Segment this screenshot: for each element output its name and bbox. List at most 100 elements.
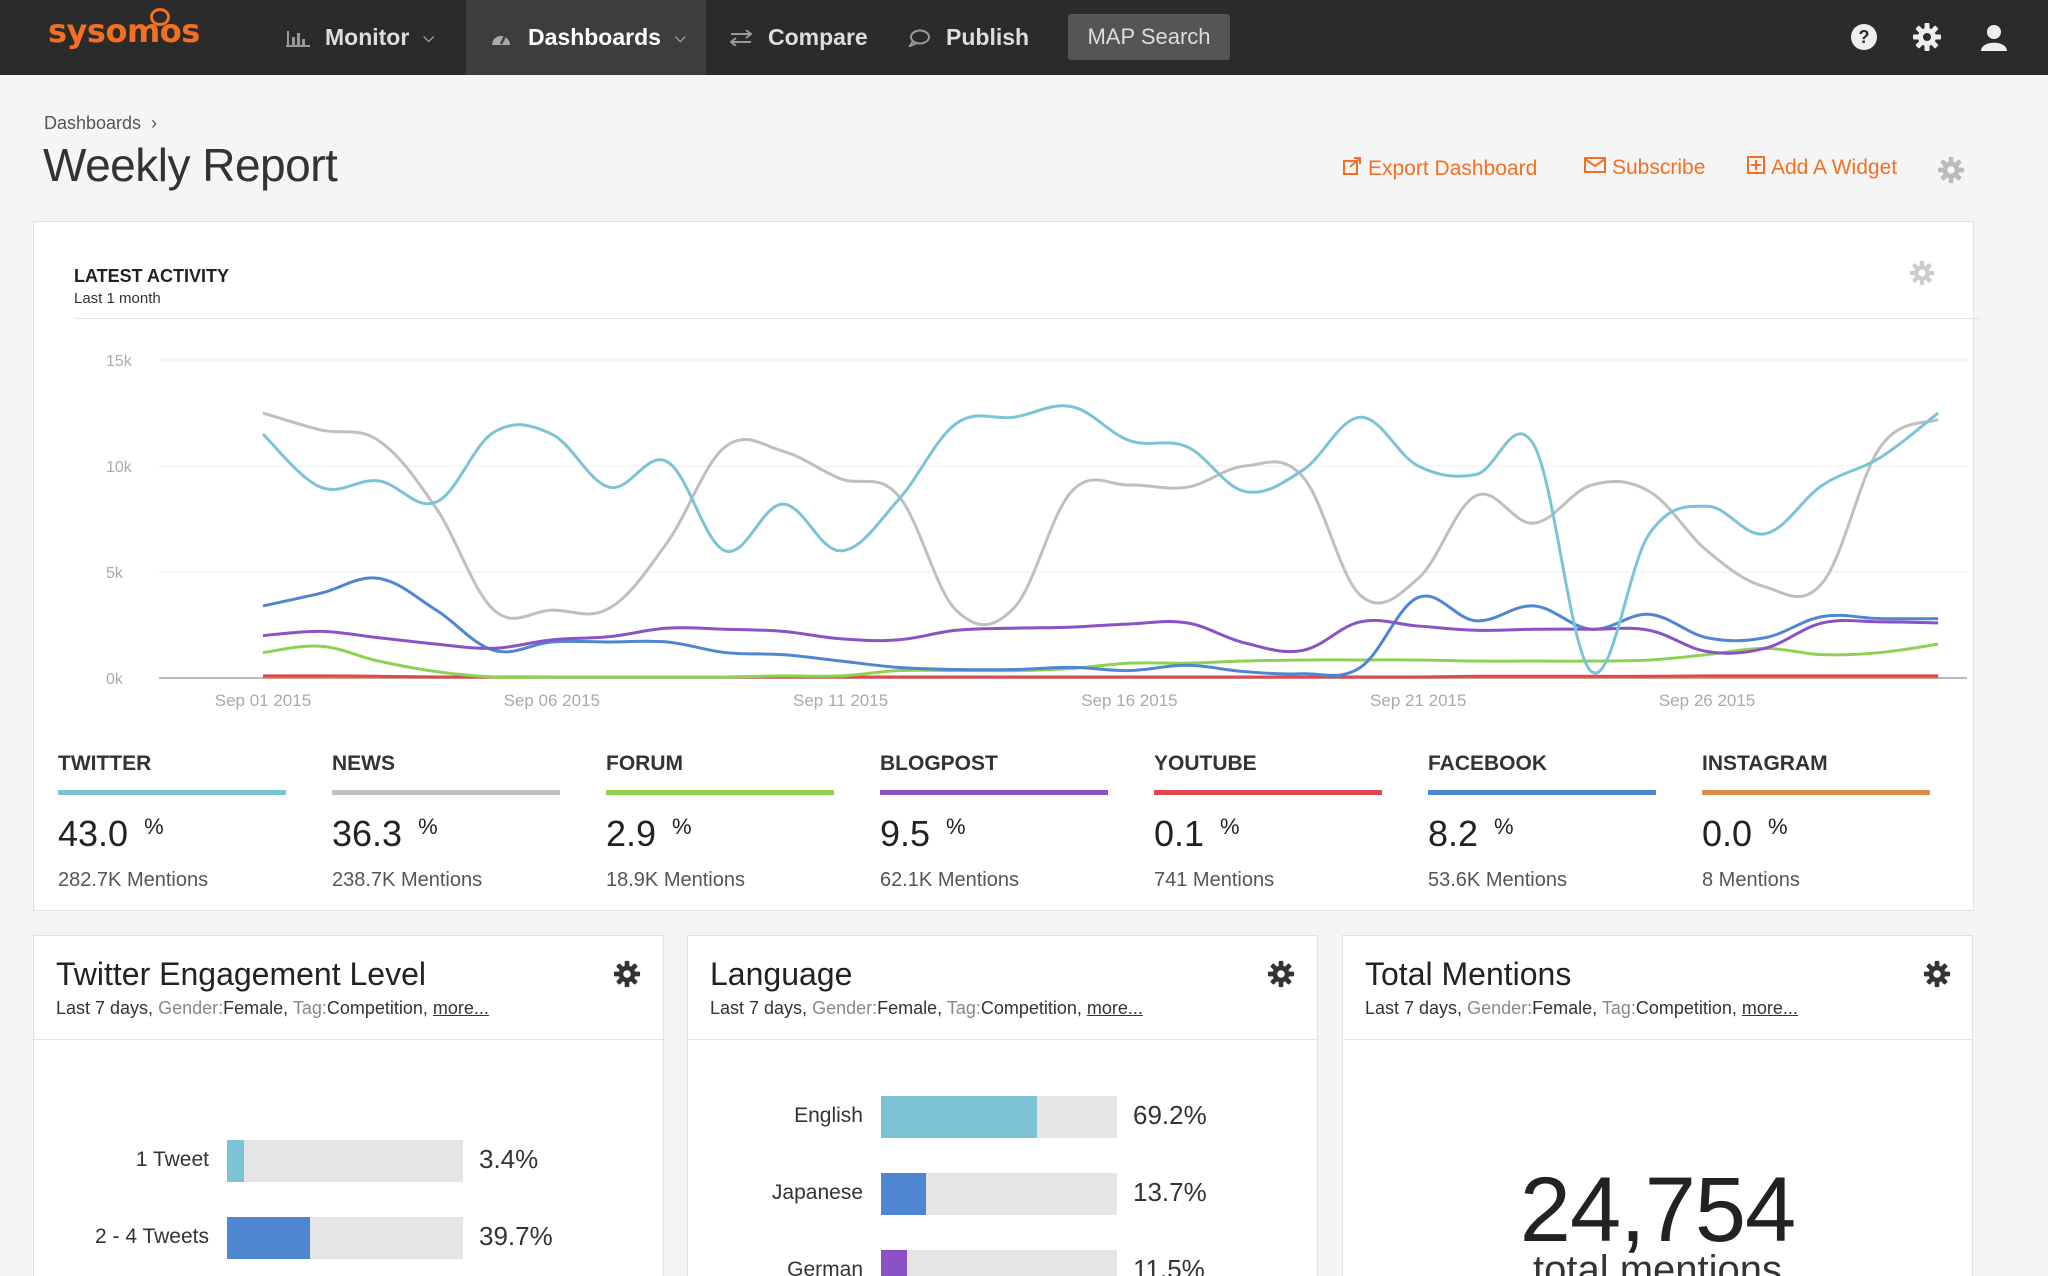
- stat-instagram[interactable]: INSTAGRAM 0.0% 8 Mentions: [1702, 752, 1932, 892]
- stat-color-bar: [1154, 790, 1382, 795]
- series-line-blogpost[interactable]: [262, 618, 1939, 655]
- settings-gear-icon[interactable]: [1910, 20, 1944, 54]
- latest-activity-line-chart: 0k 5k 10k 15k Sep 01 2015 Sep 06 2015 Sep 11 2…: [106, 353, 1967, 710]
- stat-color-bar: [1428, 790, 1656, 795]
- filter-gender-key: Gender:: [1467, 998, 1533, 1018]
- svg-text:?: ?: [1859, 27, 1870, 47]
- widget-divider: [1343, 1039, 1972, 1040]
- filter-more-link[interactable]: more...: [1086, 998, 1143, 1018]
- filter-gender-value: Female,: [877, 998, 947, 1018]
- bar-label: German: [787, 1258, 863, 1276]
- x-tick-label: Sep 06 2015: [504, 691, 600, 710]
- bar-fill: [227, 1140, 244, 1182]
- filter-range: Last 7 days,: [710, 998, 813, 1018]
- filter-more-link[interactable]: more...: [432, 998, 489, 1018]
- add-widget-label: Add A Widget: [1771, 156, 1898, 179]
- user-icon[interactable]: [1977, 20, 2011, 54]
- help-icon[interactable]: ?: [1847, 20, 1881, 54]
- bar-fill: [227, 1217, 310, 1259]
- logo-bubble-icon: [150, 8, 170, 26]
- latest-activity-subtitle: Last 1 month: [74, 290, 161, 307]
- top-navbar: sysomos Monitor ⌵ Dashboards ⌵ Compare P…: [0, 0, 2048, 75]
- subscribe-label: Subscribe: [1612, 156, 1706, 179]
- export-dashboard-button[interactable]: Export Dashboard: [1342, 156, 1537, 182]
- bar-fill: [881, 1096, 1037, 1138]
- filter-tag-key: Tag:: [292, 998, 327, 1018]
- plus-square-icon: [1747, 156, 1765, 180]
- stat-percentage: 0.0%: [1702, 813, 1932, 855]
- nav-dashboards[interactable]: Dashboards ⌵: [466, 0, 706, 75]
- stat-source-name: NEWS: [332, 752, 395, 775]
- bar-label: Japanese: [771, 1181, 863, 1204]
- compare-arrows-icon: [728, 28, 754, 48]
- stat-percentage: 0.1%: [1154, 813, 1384, 855]
- series-line-forum[interactable]: [262, 642, 1939, 679]
- bar-row: German 11.5%: [688, 1250, 1317, 1276]
- widget-settings-gear-icon[interactable]: [613, 960, 641, 988]
- widget-divider: [34, 1039, 663, 1040]
- subscribe-button[interactable]: Subscribe: [1584, 156, 1705, 180]
- bar-value: 39.7%: [479, 1221, 553, 1251]
- bar-label: 1 Tweet: [135, 1148, 209, 1171]
- stat-mentions: 62.1K Mentions: [880, 869, 1019, 891]
- stat-pct-sign: %: [672, 814, 692, 839]
- chevron-down-icon: ⌵: [423, 29, 434, 45]
- stat-news[interactable]: NEWS 36.3% 238.7K Mentions: [332, 752, 562, 892]
- filter-more-link[interactable]: more...: [1741, 998, 1798, 1018]
- envelope-icon: [1584, 156, 1606, 180]
- bar-value: 3.4%: [479, 1144, 539, 1174]
- stat-facebook[interactable]: FACEBOOK 8.2% 53.6K Mentions: [1428, 752, 1658, 892]
- export-dashboard-label: Export Dashboard: [1368, 157, 1538, 180]
- activity-settings-gear-icon[interactable]: [1909, 260, 1935, 286]
- stat-mentions: 282.7K Mentions: [58, 869, 209, 891]
- stat-color-bar: [606, 790, 834, 795]
- filter-tag-key: Tag:: [1601, 998, 1636, 1018]
- sysomos-logo[interactable]: sysomos: [48, 12, 200, 50]
- breadcrumb-dashboards-link[interactable]: Dashboards: [44, 113, 142, 133]
- bar-track: [227, 1217, 463, 1259]
- chat-bubble-icon: [906, 28, 932, 48]
- stat-mentions: 18.9K Mentions: [606, 869, 745, 891]
- add-widget-button[interactable]: Add A Widget: [1747, 156, 1897, 180]
- bar-track: [881, 1173, 1117, 1215]
- bar-fill: [881, 1173, 926, 1215]
- bar-fill: [881, 1250, 907, 1276]
- widget-filter-summary: Last 7 days, Gender:Female, Tag:Competit…: [1365, 998, 1798, 1019]
- series-line-twitter[interactable]: [261, 404, 1940, 675]
- stat-pct-value: 2.9: [606, 813, 657, 854]
- stat-pct-value: 0.1: [1154, 813, 1205, 854]
- stat-twitter[interactable]: TWITTER 43.0% 282.7K Mentions: [58, 752, 288, 892]
- widget-settings-gear-icon[interactable]: [1267, 960, 1295, 988]
- stat-mentions: 238.7K Mentions: [332, 869, 483, 891]
- stat-blogpost[interactable]: BLOGPOST 9.5% 62.1K Mentions: [880, 752, 1110, 892]
- x-tick-label: Sep 26 2015: [1659, 691, 1755, 710]
- dashboard-settings-gear-icon[interactable]: [1937, 156, 1965, 184]
- widget-settings-gear-icon[interactable]: [1923, 960, 1951, 988]
- nav-monitor[interactable]: Monitor ⌵: [285, 0, 460, 75]
- y-tick-label: 5k: [106, 565, 124, 582]
- bar-track: [881, 1096, 1117, 1138]
- nav-compare[interactable]: Compare: [728, 0, 888, 75]
- bar-row: 1 Tweet 3.4%: [34, 1140, 663, 1182]
- series-line-facebook[interactable]: [262, 576, 1939, 677]
- widget-filter-summary: Last 7 days, Gender:Female, Tag:Competit…: [56, 998, 489, 1019]
- filter-tag-value: Competition,: [980, 998, 1087, 1018]
- stat-color-bar: [332, 790, 560, 795]
- nav-publish[interactable]: Publish: [906, 0, 1056, 75]
- bar-track: [881, 1250, 1117, 1276]
- bar-value: 11.5%: [1133, 1254, 1205, 1276]
- stat-forum[interactable]: FORUM 2.9% 18.9K Mentions: [606, 752, 836, 892]
- filter-tag-value: Competition,: [326, 998, 433, 1018]
- stat-youtube[interactable]: YOUTUBE 0.1% 741 Mentions: [1154, 752, 1384, 892]
- stat-pct-sign: %: [1768, 814, 1788, 839]
- stat-percentage: 8.2%: [1428, 813, 1658, 855]
- chevron-down-icon: ⌵: [674, 29, 686, 45]
- bar-row: Japanese 13.7%: [688, 1173, 1317, 1215]
- stat-mentions: 53.6K Mentions: [1428, 869, 1567, 891]
- y-tick-label: 0k: [106, 671, 124, 688]
- map-search-button[interactable]: MAP Search: [1068, 14, 1230, 60]
- series-line-news[interactable]: [262, 411, 1939, 627]
- stat-pct-value: 0.0: [1702, 813, 1753, 854]
- page-title: Weekly Report: [43, 139, 338, 191]
- stat-source-name: BLOGPOST: [880, 752, 998, 775]
